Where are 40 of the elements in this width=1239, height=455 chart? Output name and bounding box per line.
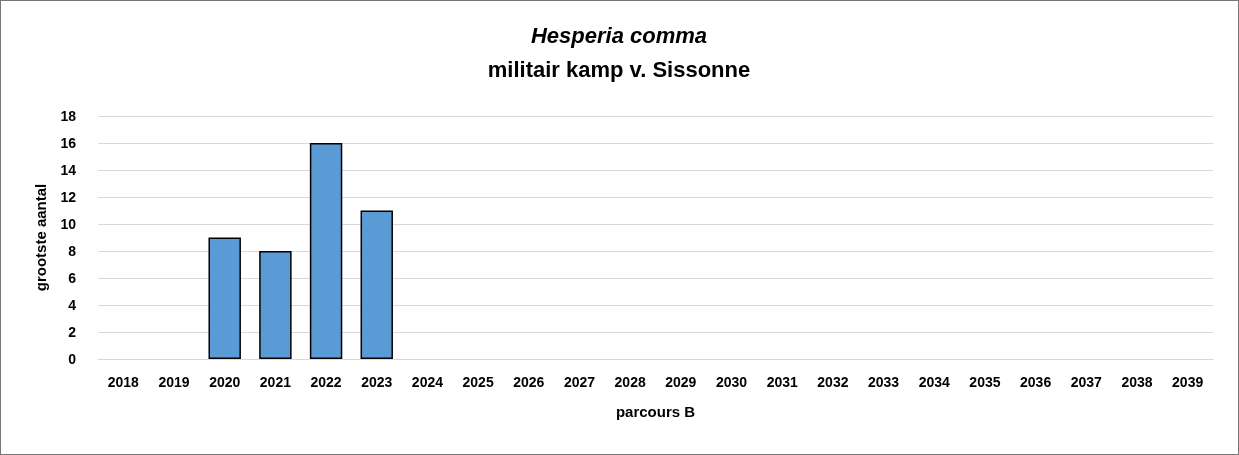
x-tick-label: 2024: [411, 374, 444, 390]
x-tick-label: 2037: [1070, 374, 1103, 390]
x-tick-label: 2019: [158, 374, 190, 390]
x-axis-title: parcours B: [615, 403, 696, 420]
x-tick-label: 2032: [817, 374, 849, 390]
y-tick-label: 16: [60, 135, 77, 151]
x-tick-label: 2020: [209, 374, 241, 390]
x-tick-label: 2030: [715, 374, 748, 390]
x-tick-label: 2023: [361, 374, 393, 390]
x-tick-label: 2036: [1020, 374, 1052, 390]
x-tick-label: 2027: [563, 374, 596, 390]
y-tick-label: 0: [68, 351, 77, 367]
y-tick-label: 18: [60, 108, 77, 124]
y-axis-title: grootste aantal: [32, 183, 49, 292]
chart-title: Hesperia comma: [530, 22, 708, 48]
x-tick-label: 2035: [969, 374, 1001, 390]
x-tick-label: 2026: [513, 374, 545, 390]
chart-subtitle: militair kamp v. Sissonne: [487, 56, 751, 82]
x-tick-label: 2018: [107, 374, 140, 390]
x-tick-label: 2039: [1172, 374, 1204, 390]
y-tick-label: 4: [68, 297, 77, 313]
y-tick-label: 8: [68, 243, 77, 259]
x-tick-label: 2034: [918, 374, 951, 390]
bar: [360, 210, 393, 359]
y-tick-label: 6: [68, 270, 77, 286]
x-tick-label: 2022: [310, 374, 342, 390]
bar: [208, 237, 241, 359]
x-tick-label: 2025: [462, 374, 494, 390]
y-tick-label: 2: [68, 324, 77, 340]
x-tick-label: 2029: [665, 374, 697, 390]
x-tick-label: 2033: [867, 374, 900, 390]
x-tick-label: 2021: [259, 374, 292, 390]
y-tick-label: 12: [60, 189, 77, 205]
x-tick-label: 2028: [614, 374, 646, 390]
x-tick-label: 2031: [766, 374, 798, 390]
y-tick-label: 10: [60, 216, 77, 232]
bar: [309, 143, 343, 359]
bar: [259, 251, 292, 359]
x-tick-label: 2038: [1121, 374, 1153, 390]
y-tick-label: 14: [60, 162, 77, 178]
